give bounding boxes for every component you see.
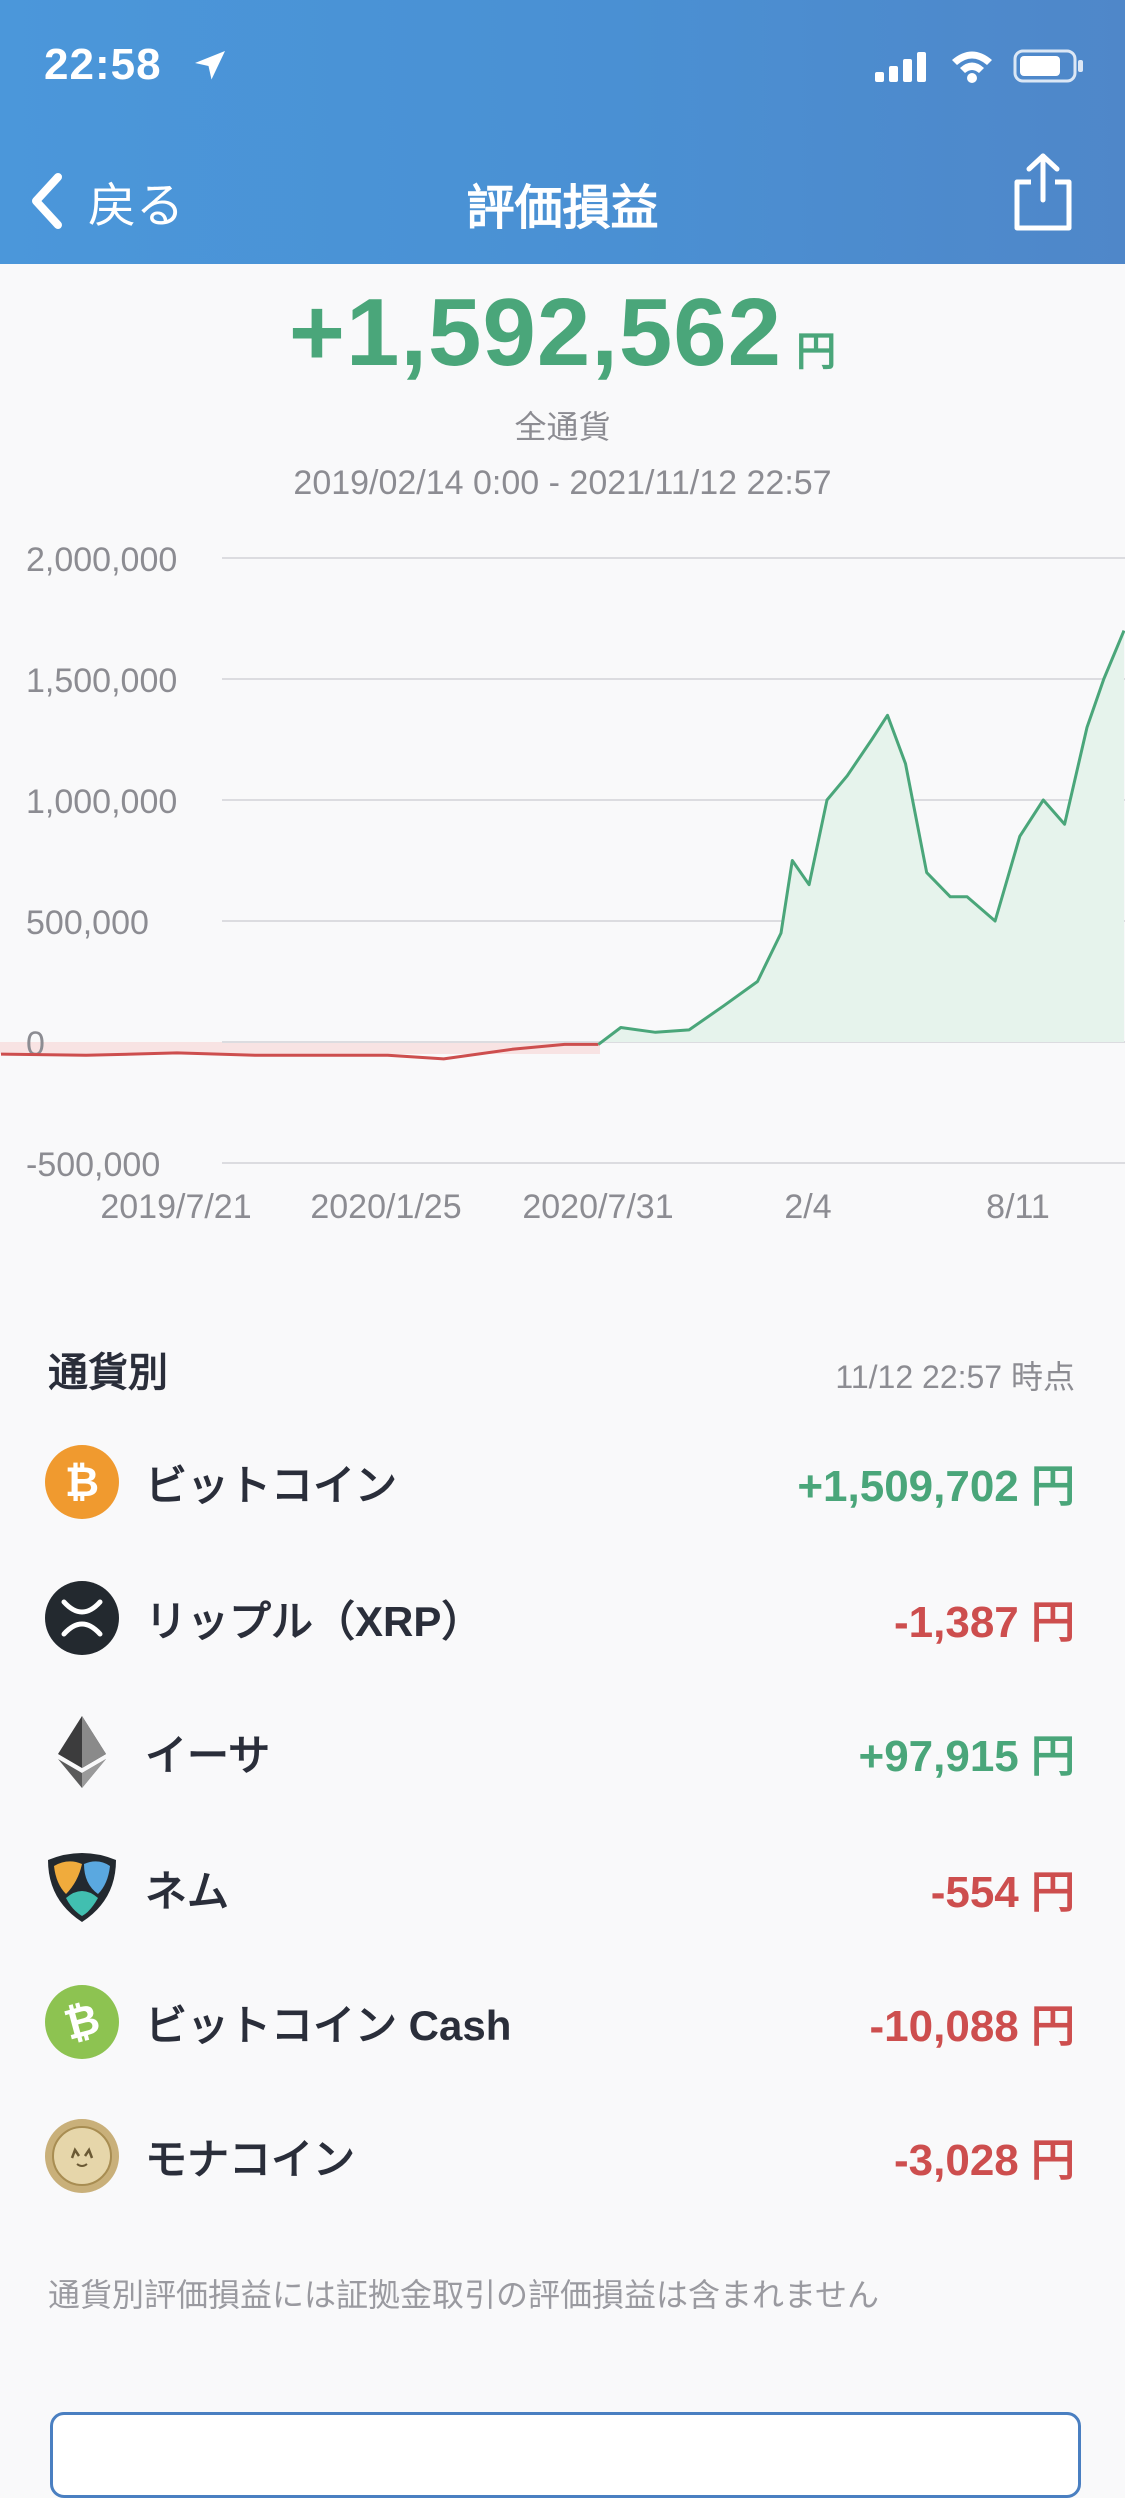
as-of-timestamp: 11/12 22:57 時点 [835, 1359, 1075, 1395]
y-tick-label: 1,000,000 [26, 783, 177, 821]
currency-value: -3,028 円 [894, 2136, 1075, 2185]
y-tick-label: 2,000,000 [26, 541, 177, 579]
ethereum-icon [58, 1716, 106, 1788]
xrp-icon [45, 1581, 119, 1655]
currency-name: イーサ [145, 1731, 271, 1779]
currency-value: +97,915 円 [858, 1732, 1076, 1781]
currency-name: リップル（XRP） [145, 1597, 484, 1645]
currency-value: +1,509,702 円 [797, 1462, 1075, 1511]
svg-text:₿: ₿ [65, 1458, 99, 1505]
navigation-bar: 22:58 戻る 評価損益 [0, 0, 1125, 264]
profit-loss-chart[interactable]: 2,000,000 1,500,000 1,000,000 500,000 0 -500,… [0, 520, 1125, 1250]
page-title: 評価損益 [466, 182, 659, 235]
negative-band [0, 1042, 600, 1054]
footnote: 通貨別評価損益には証拠金取引の評価損益は含まれません [48, 2277, 880, 2313]
date-range-label: 2019/02/14 0:00 - 2021/11/12 22:57 [293, 464, 832, 502]
currency-name: ビットコイン Cash [145, 2001, 512, 2049]
currency-row-xrp[interactable]: リップル（XRP） -1,387 円 [0, 1558, 1125, 1678]
wifi-icon [952, 51, 992, 83]
total-profit-loss-unit: 円 [796, 330, 837, 374]
currency-name: ビットコイン [145, 1461, 398, 1509]
currency-row-bitcoin[interactable]: ₿ ビットコイン +1,509,702 円 [0, 1422, 1125, 1542]
currency-name: ネム [145, 1867, 230, 1915]
currency-name: モナコイン [145, 2135, 356, 2183]
status-indicators [875, 48, 1085, 84]
total-profit-loss: +1,592,562 円 [0, 278, 1125, 388]
bitcoin-cash-icon: ₿ [45, 1985, 119, 2059]
x-tick-label: 2020/7/31 [522, 1188, 673, 1226]
currency-scope-label: 全通貨 [514, 409, 611, 445]
negative-series-line [0, 1042, 599, 1061]
currency-value: -554 円 [930, 1868, 1075, 1917]
chevron-left-icon [32, 173, 62, 229]
currency-row-bitcoin-cash[interactable]: ₿ ビットコイン Cash -10,088 円 [0, 1962, 1125, 2082]
currency-row-ethereum[interactable]: イーサ +97,915 円 [0, 1692, 1125, 1812]
currency-row-monacoin[interactable]: モナコイン -3,028 円 [0, 2096, 1125, 2216]
total-profit-loss-value: +1,592,562 [288, 279, 783, 386]
section-heading: 通貨別 [48, 1351, 168, 1395]
currency-row-nem[interactable]: ネム -554 円 [0, 1828, 1125, 1948]
x-tick-label: 2020/1/25 [310, 1188, 461, 1226]
battery-icon [1013, 49, 1083, 83]
bitcoin-icon: ₿ [45, 1445, 119, 1519]
y-tick-label: 0 [26, 1025, 45, 1063]
x-tick-label: 2/4 [784, 1188, 831, 1226]
y-tick-label: 1,500,000 [26, 662, 177, 700]
back-label: 戻る [88, 180, 185, 233]
positive-series-line [597, 630, 1125, 1046]
currency-value: -10,088 円 [869, 2002, 1075, 2051]
status-time: 22:58 [44, 40, 162, 89]
back-button[interactable]: 戻る [28, 166, 184, 236]
monacoin-icon [45, 2119, 119, 2193]
y-tick-label: -500,000 [26, 1146, 160, 1184]
y-tick-label: 500,000 [26, 904, 149, 942]
signal-icon [875, 52, 926, 82]
positive-area [598, 630, 1124, 1045]
nem-icon [48, 1853, 116, 1922]
share-icon[interactable] [1011, 152, 1075, 232]
bottom-action-button[interactable] [50, 2412, 1081, 2498]
currency-value: -1,387 円 [894, 1598, 1075, 1647]
x-tick-label: 2019/7/21 [100, 1188, 251, 1226]
x-tick-label: 8/11 [986, 1188, 1050, 1226]
location-arrow-icon [195, 51, 225, 80]
